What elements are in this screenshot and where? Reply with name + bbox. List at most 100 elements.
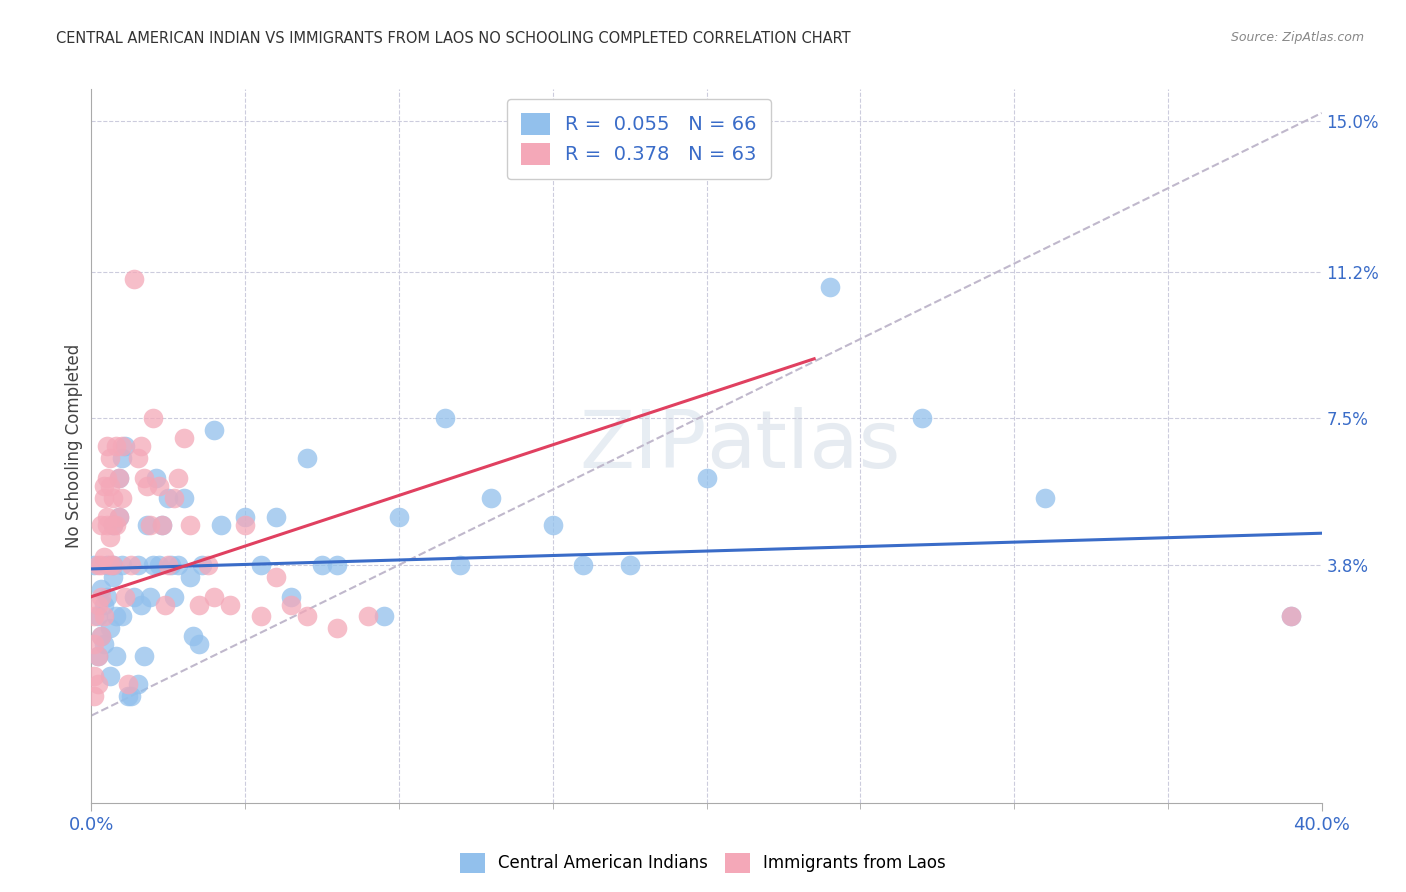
Point — [357, 609, 380, 624]
Point — [160, 558, 183, 572]
Point — [166, 471, 188, 485]
Point — [142, 411, 165, 425]
Point — [132, 471, 155, 485]
Point — [93, 609, 115, 624]
Point — [157, 558, 180, 572]
Point — [202, 590, 225, 604]
Point — [108, 510, 131, 524]
Legend: R =  0.055   N = 66, R =  0.378   N = 63: R = 0.055 N = 66, R = 0.378 N = 63 — [508, 99, 770, 178]
Point — [101, 558, 124, 572]
Point — [1279, 609, 1302, 624]
Point — [264, 510, 287, 524]
Point — [90, 590, 112, 604]
Point — [280, 598, 302, 612]
Point — [98, 558, 121, 572]
Point — [326, 621, 349, 635]
Point — [179, 570, 201, 584]
Point — [96, 590, 118, 604]
Point — [98, 530, 121, 544]
Point — [911, 411, 934, 425]
Point — [148, 478, 170, 492]
Point — [111, 450, 134, 465]
Point — [101, 518, 124, 533]
Point — [90, 518, 112, 533]
Point — [83, 558, 105, 572]
Point — [173, 491, 195, 505]
Point — [135, 518, 157, 533]
Point — [93, 598, 115, 612]
Point — [127, 558, 149, 572]
Point — [98, 450, 121, 465]
Point — [101, 491, 124, 505]
Point — [157, 491, 180, 505]
Point — [105, 609, 127, 624]
Point — [197, 558, 219, 572]
Point — [108, 471, 131, 485]
Point — [127, 450, 149, 465]
Point — [86, 609, 108, 624]
Point — [233, 510, 256, 524]
Point — [311, 558, 333, 572]
Point — [479, 491, 502, 505]
Point — [83, 669, 105, 683]
Point — [86, 649, 108, 664]
Point — [90, 629, 112, 643]
Point — [101, 558, 124, 572]
Point — [83, 689, 105, 703]
Point — [83, 609, 105, 624]
Point — [191, 558, 214, 572]
Point — [83, 637, 105, 651]
Text: ZIP: ZIP — [579, 407, 706, 485]
Point — [264, 570, 287, 584]
Point — [129, 598, 152, 612]
Point — [90, 582, 112, 596]
Point — [101, 570, 124, 584]
Point — [145, 471, 167, 485]
Point — [98, 669, 121, 683]
Point — [135, 478, 157, 492]
Legend: Central American Indians, Immigrants from Laos: Central American Indians, Immigrants fro… — [453, 847, 953, 880]
Point — [139, 518, 162, 533]
Point — [120, 558, 142, 572]
Point — [105, 649, 127, 664]
Point — [101, 518, 124, 533]
Point — [96, 439, 118, 453]
Point — [86, 649, 108, 664]
Point — [114, 590, 136, 604]
Point — [696, 471, 718, 485]
Point — [117, 677, 139, 691]
Point — [249, 558, 271, 572]
Point — [114, 439, 136, 453]
Point — [96, 558, 118, 572]
Point — [173, 431, 195, 445]
Point — [163, 491, 186, 505]
Point — [150, 518, 173, 533]
Point — [249, 609, 271, 624]
Point — [295, 609, 318, 624]
Point — [129, 439, 152, 453]
Point — [295, 450, 318, 465]
Y-axis label: No Schooling Completed: No Schooling Completed — [65, 344, 83, 548]
Point — [1033, 491, 1056, 505]
Point — [188, 598, 211, 612]
Point — [111, 558, 134, 572]
Point — [93, 549, 115, 564]
Point — [153, 598, 177, 612]
Point — [108, 510, 131, 524]
Point — [572, 558, 595, 572]
Point — [188, 637, 211, 651]
Point — [218, 598, 240, 612]
Point — [105, 439, 127, 453]
Text: CENTRAL AMERICAN INDIAN VS IMMIGRANTS FROM LAOS NO SCHOOLING COMPLETED CORRELATI: CENTRAL AMERICAN INDIAN VS IMMIGRANTS FR… — [56, 31, 851, 46]
Point — [619, 558, 641, 572]
Point — [202, 423, 225, 437]
Point — [541, 518, 564, 533]
Point — [86, 558, 108, 572]
Point — [1279, 609, 1302, 624]
Point — [148, 558, 170, 572]
Point — [108, 471, 131, 485]
Point — [86, 677, 108, 691]
Point — [90, 558, 112, 572]
Point — [150, 518, 173, 533]
Point — [111, 439, 134, 453]
